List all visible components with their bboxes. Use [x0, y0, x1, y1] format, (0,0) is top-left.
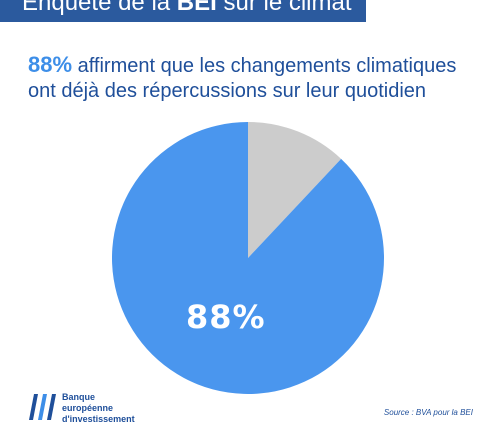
eib-logo-text: Banque européenne d'investissement	[62, 392, 152, 425]
banner-bold: BEI	[176, 0, 217, 16]
pie-slice-main	[112, 122, 385, 395]
logo-line-1: Banque	[62, 392, 96, 402]
source-note: Source : BVA pour la BEI	[383, 408, 473, 417]
banner: Enquête de la BEI sur le climat	[0, 0, 366, 22]
headline-percent: 88%	[28, 52, 73, 77]
banner-prefix: Enquête de la	[22, 0, 177, 16]
logo-line-2: européenne	[62, 403, 114, 413]
logo-line-3: d'investissement	[62, 414, 135, 424]
pie-slice-label: 88%	[186, 298, 266, 336]
eib-logo-icon	[29, 394, 56, 420]
pie-slice-other	[248, 122, 342, 258]
headline-text: affirment que les changements climatique…	[28, 55, 457, 102]
banner-suffix: sur le climat	[216, 0, 352, 16]
headline: 88% affirment que les changements climat…	[28, 52, 488, 104]
